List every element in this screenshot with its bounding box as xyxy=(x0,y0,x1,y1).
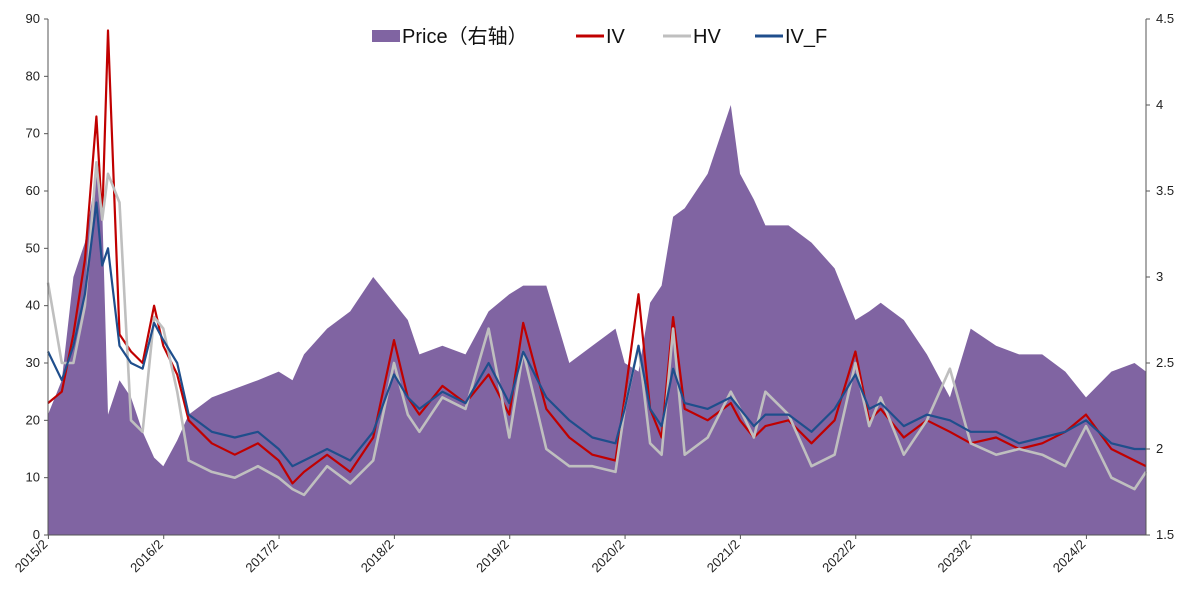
right-tick-label: 2.5 xyxy=(1156,355,1174,370)
left-tick-label: 60 xyxy=(26,183,40,198)
x-tick-label: 2016/2 xyxy=(127,537,166,576)
series-line-iv xyxy=(47,29,1147,485)
legend-label-price: Price（右轴） xyxy=(402,25,528,48)
x-tick-label: 2017/2 xyxy=(242,537,281,576)
right-tick-label: 4.5 xyxy=(1156,11,1174,26)
legend-label-iv-f: IV_F xyxy=(785,26,827,48)
series-line-iv-f xyxy=(47,201,1146,468)
legend-label-hv: HV xyxy=(693,26,721,48)
right-tick-label: 1.5 xyxy=(1156,527,1174,542)
left-tick-label: 40 xyxy=(26,298,40,313)
right-tick-label: 2 xyxy=(1156,441,1163,456)
left-tick-label: 70 xyxy=(26,126,40,141)
left-tick-label: 0 xyxy=(33,527,40,542)
left-tick-label: 20 xyxy=(26,412,40,427)
right-tick-label: 3 xyxy=(1156,269,1163,284)
x-tick-label: 2024/2 xyxy=(1050,537,1089,576)
left-tick-label: 50 xyxy=(26,240,40,255)
series-area-price xyxy=(48,105,1146,535)
x-tick-label: 2023/2 xyxy=(934,537,973,576)
left-tick-label: 80 xyxy=(26,68,40,83)
series-line-hv xyxy=(46,161,1148,497)
right-tick-label: 3.5 xyxy=(1156,183,1174,198)
x-tick-label: 2022/2 xyxy=(819,537,858,576)
left-tick-label: 10 xyxy=(26,470,40,485)
x-tick-label: 2020/2 xyxy=(588,537,627,576)
x-tick-label: 2018/2 xyxy=(358,537,397,576)
left-tick-label: 90 xyxy=(26,11,40,26)
x-tick-label: 2021/2 xyxy=(704,537,743,576)
right-tick-label: 4 xyxy=(1156,97,1163,112)
legend-swatch-price xyxy=(372,30,400,42)
x-tick-label: 2019/2 xyxy=(473,537,512,576)
left-tick-label: 30 xyxy=(26,355,40,370)
x-tick-label: 2015/2 xyxy=(12,537,51,576)
legend-label-iv: IV xyxy=(606,26,626,48)
